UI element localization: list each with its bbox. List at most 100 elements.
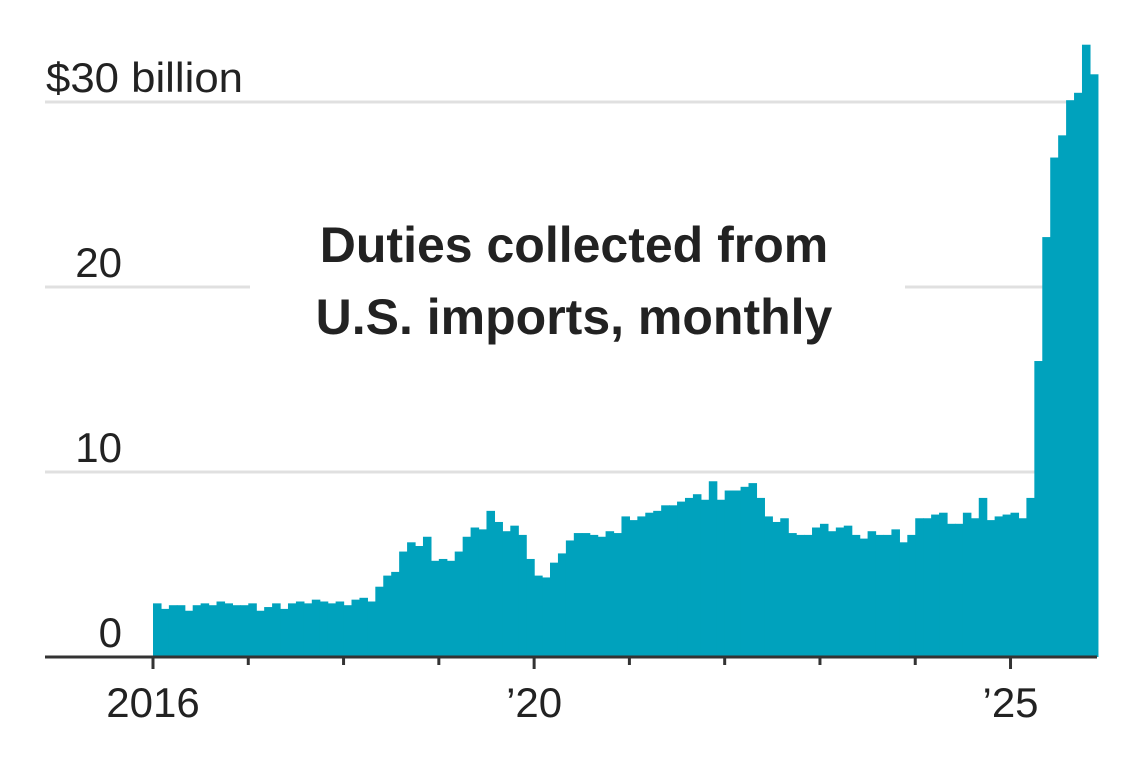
bar — [954, 523, 964, 657]
bar — [470, 527, 480, 657]
bar — [240, 605, 249, 657]
x-tick-label: 2016 — [106, 679, 199, 726]
bar — [1066, 100, 1075, 658]
bar — [526, 558, 535, 657]
bar — [176, 605, 186, 657]
bar — [327, 603, 337, 657]
bar — [891, 529, 900, 657]
bar — [303, 603, 313, 657]
bar — [708, 481, 718, 657]
bar — [415, 546, 424, 657]
bar — [645, 512, 654, 657]
bar — [947, 523, 956, 657]
bar — [272, 603, 281, 657]
bar — [1058, 135, 1067, 657]
bar — [692, 494, 702, 657]
bar — [399, 551, 408, 657]
bar — [446, 560, 456, 657]
bar — [1018, 518, 1027, 657]
bar — [796, 534, 805, 657]
bar — [1081, 44, 1091, 657]
bar — [359, 597, 368, 657]
bar — [454, 551, 464, 657]
bar — [589, 534, 599, 657]
bar — [772, 521, 781, 657]
bar — [518, 534, 527, 657]
bar — [724, 490, 734, 657]
bar — [907, 534, 916, 657]
bar — [557, 553, 567, 657]
bar — [748, 483, 758, 657]
bar — [311, 599, 321, 657]
bar — [494, 521, 503, 657]
bar — [716, 499, 726, 657]
bar — [153, 603, 162, 657]
bar — [843, 525, 853, 657]
bar — [780, 518, 789, 657]
y-tick-label: $30 billion — [46, 54, 243, 101]
bar — [232, 605, 241, 657]
bar — [1074, 92, 1083, 658]
bars — [153, 44, 1099, 658]
bar — [430, 560, 440, 657]
bar — [534, 575, 543, 657]
bar — [677, 501, 686, 657]
bar — [700, 499, 710, 657]
bar — [621, 516, 630, 657]
bar — [923, 518, 932, 657]
bar — [1002, 514, 1012, 657]
bar — [343, 605, 353, 657]
x-axis: 2016 ’20 ’25 — [45, 655, 1097, 726]
bar — [287, 603, 297, 657]
bar — [224, 603, 233, 657]
y-tick-label: 0 — [99, 609, 122, 656]
y-tick-label: 20 — [75, 239, 122, 286]
bar — [160, 608, 170, 657]
bar — [407, 542, 416, 657]
bar — [875, 534, 885, 657]
bar — [597, 536, 607, 657]
bar — [335, 601, 345, 657]
bar — [732, 490, 742, 657]
bar — [883, 534, 893, 657]
bar — [637, 516, 646, 657]
bar — [605, 531, 615, 657]
bar — [629, 520, 638, 657]
bar — [859, 538, 869, 657]
bar — [931, 514, 940, 657]
bar — [478, 529, 488, 657]
bar — [851, 534, 861, 657]
bar — [422, 536, 432, 657]
bar — [899, 542, 908, 657]
chart-subtitle: U.S. imports, monthly — [316, 289, 833, 345]
bar — [819, 523, 829, 657]
x-tick-label: ’20 — [506, 679, 562, 726]
bar — [248, 603, 257, 657]
chart-title: Duties collected from — [320, 217, 828, 273]
bar — [367, 601, 376, 657]
bar — [319, 601, 329, 657]
bar — [740, 486, 750, 657]
bar — [788, 533, 797, 657]
bar — [565, 540, 575, 657]
bar — [653, 510, 662, 657]
bar — [827, 531, 837, 657]
bar — [573, 533, 583, 657]
bar — [661, 505, 670, 657]
bar — [1042, 237, 1051, 657]
bar — [613, 533, 623, 657]
bar — [669, 505, 678, 657]
bar — [978, 497, 988, 657]
bar — [208, 605, 218, 657]
bar — [168, 605, 178, 657]
bar — [1026, 497, 1035, 657]
bar — [375, 586, 384, 657]
bar — [764, 516, 773, 657]
bar — [970, 518, 980, 657]
bar — [962, 512, 972, 657]
bar — [986, 520, 996, 657]
bar — [915, 518, 924, 657]
bar — [1034, 361, 1043, 657]
x-tick-label: ’25 — [982, 679, 1038, 726]
